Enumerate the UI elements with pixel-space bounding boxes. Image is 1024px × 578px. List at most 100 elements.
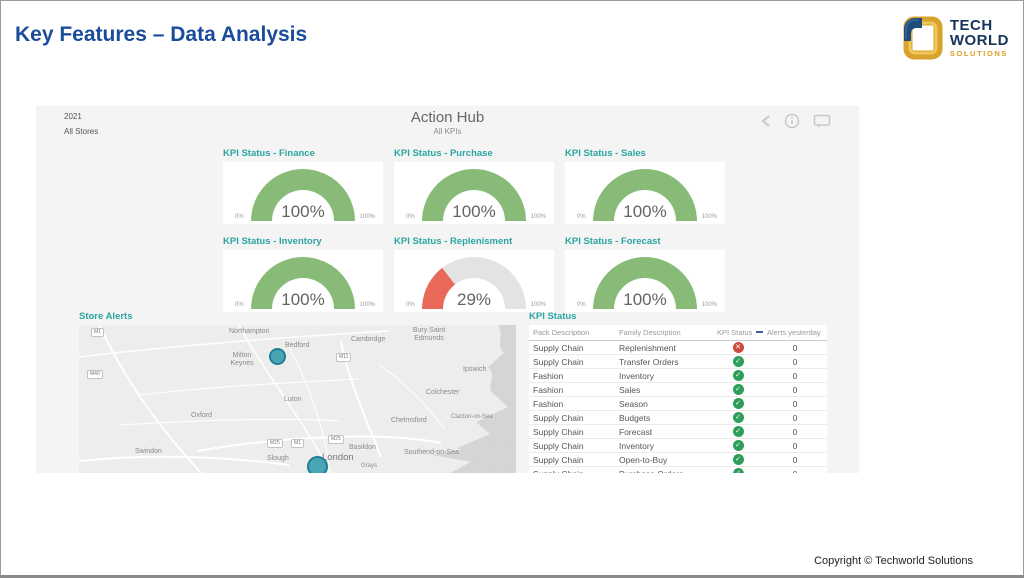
gauge-min-label: 0% — [406, 214, 415, 220]
gauge-value: 100% — [623, 290, 667, 309]
pack-cell: Fashion — [533, 384, 564, 395]
gauge-card-purchase[interactable]: KPI Status - Purchase 100% 0% 100% — [394, 148, 554, 224]
map-city-label: Basildon — [349, 444, 376, 451]
pack-cell: Supply Chain — [533, 342, 584, 353]
column-header-status-label: KPI Status — [717, 328, 753, 337]
gauge-min-label: 0% — [235, 302, 244, 308]
gauge-grid: KPI Status - Finance 100% 0% 100% KPI St… — [223, 148, 725, 312]
family-cell: Purchase Orders — [615, 469, 713, 474]
family-cell: Season — [619, 398, 648, 409]
column-header-pack[interactable]: Pack Description — [533, 328, 590, 337]
gauge-card-sales[interactable]: KPI Status - Sales 100% 0% 100% — [565, 148, 725, 224]
gauge-min-label: 0% — [577, 214, 586, 220]
year-filter[interactable]: 2021 — [64, 112, 82, 121]
gauge-title: KPI Status - Sales — [565, 148, 646, 159]
map-city-label: Luton — [284, 396, 302, 403]
family-cell: Forecast — [619, 426, 653, 437]
alerts-cell: 0 — [792, 440, 798, 451]
gauge-arc — [593, 257, 697, 309]
sort-indicator — [756, 331, 763, 333]
table-row[interactable]: Supply Chain Inventory 0 — [529, 439, 827, 453]
map-city-label: Slough — [267, 455, 289, 462]
pack-cell: Supply Chain — [533, 426, 584, 437]
table-row[interactable]: Supply Chain Forecast 0 — [529, 425, 827, 439]
road-shield: M40 — [87, 370, 103, 379]
map-city-label: Oxford — [191, 412, 213, 419]
gauge-min-label: 0% — [235, 214, 244, 220]
alerts-cell: 0 — [792, 384, 798, 395]
alerts-cell: 0 — [792, 370, 798, 381]
alerts-cell: 0 — [792, 454, 798, 465]
back-chevron-icon[interactable] — [761, 114, 771, 128]
status-fail-icon — [732, 342, 744, 353]
comment-icon[interactable] — [813, 114, 831, 129]
logo-text-world: WORLD — [949, 32, 1009, 50]
dashboard-title: Action Hub — [410, 109, 485, 126]
pack-cell: Supply Chain — [533, 412, 584, 423]
road-shield: M25 — [328, 435, 344, 444]
store-alert-marker-bedford[interactable] — [269, 348, 286, 365]
status-pass-icon — [732, 370, 744, 381]
store-alert-marker-london[interactable] — [307, 456, 328, 473]
gauge-arc — [422, 257, 526, 309]
map-city-label: Cambridge — [351, 336, 386, 343]
alerts-cell: 0 — [763, 469, 827, 474]
table-row[interactable]: Supply Chain Transfer Orders 0 — [529, 355, 827, 369]
gauge-arc — [251, 169, 355, 221]
table-row[interactable]: Supply Chain Open-to-Buy 0 — [529, 453, 827, 467]
map-city-label: Ipswich — [463, 366, 487, 373]
store-alerts-map[interactable]: Northampton Cambridge Bury Saint Edmunds… — [79, 325, 516, 473]
table-row[interactable]: Fashion Season 0 — [529, 397, 827, 411]
gauge-min-label: 0% — [406, 302, 415, 308]
gauge-value: 100% — [623, 202, 667, 221]
gauge-card-replenishment[interactable]: KPI Status - Replenisment 29% 0% 100% — [394, 236, 554, 312]
gauge-card-finance[interactable]: KPI Status - Finance 100% 0% 100% — [223, 148, 383, 224]
gauge-card-inventory[interactable]: KPI Status - Inventory 100% 0% 100% — [223, 236, 383, 312]
family-cell: Inventory — [619, 440, 654, 451]
techworld-logo: TECH WORLD SOLUTIONS — [898, 15, 1009, 61]
road-shield: M1 — [291, 439, 304, 448]
gauge-max-label: 100% — [530, 214, 546, 220]
column-header-family[interactable]: Family Description — [619, 328, 681, 337]
map-city-label: Milton Keynes — [230, 352, 254, 367]
map-city-label: Colchester — [426, 389, 460, 396]
map-city-label: Bury Saint Edmunds — [412, 327, 446, 342]
gauge-value: 29% — [456, 290, 492, 309]
family-cell: Inventory — [619, 370, 654, 381]
map-city-label: Chelmsford — [391, 417, 427, 424]
table-row[interactable]: Fashion Inventory 0 — [529, 369, 827, 383]
dashboard-subtitle: All KPIs — [433, 127, 462, 136]
gauge-card-forecast[interactable]: KPI Status - Forecast 100% 0% 100% — [565, 236, 725, 312]
gauge-value: 100% — [281, 202, 325, 221]
alerts-cell: 0 — [792, 342, 798, 353]
pack-cell: Fashion — [533, 370, 564, 381]
map-background — [79, 325, 516, 473]
gauge-title: KPI Status - Forecast — [565, 236, 661, 247]
map-city-label: Southend-on-Sea — [404, 449, 459, 456]
column-header-alerts[interactable]: Alerts yesterday — [767, 328, 821, 337]
table-row[interactable]: Supply Chain Budgets 0 — [529, 411, 827, 425]
status-pass-icon — [732, 454, 744, 465]
info-icon[interactable] — [784, 113, 800, 129]
table-row[interactable]: Supply Chain Replenishment 0 — [529, 341, 827, 355]
kpi-status-table: Pack Description Family Description KPI … — [529, 325, 827, 473]
kpi-status-title: KPI Status — [529, 311, 577, 322]
pack-cell: Supply Chain — [533, 440, 584, 451]
alerts-cell: 0 — [792, 356, 798, 367]
gauge-title: KPI Status - Purchase — [394, 148, 493, 159]
gauge-value: 100% — [452, 202, 496, 221]
gauge-title: KPI Status - Replenisment — [394, 236, 513, 247]
gauge-min-label: 0% — [577, 302, 586, 308]
status-pass-icon — [732, 468, 744, 473]
alerts-cell: 0 — [792, 412, 798, 423]
status-pass-icon — [732, 356, 744, 367]
logo-text-tech: TECH — [949, 17, 993, 35]
column-header-status[interactable]: KPI Status — [713, 328, 763, 337]
gauge-max-label: 100% — [359, 302, 375, 308]
status-pass-icon — [732, 426, 744, 437]
action-hub-dashboard: 2021 All Stores Action Hub All KPIs KPI … — [36, 106, 859, 473]
store-filter[interactable]: All Stores — [64, 127, 99, 136]
family-cell: Replenishment — [619, 342, 676, 353]
table-row[interactable]: Supply Chain Purchase Orders 0 — [529, 467, 827, 473]
table-row[interactable]: Fashion Sales 0 — [529, 383, 827, 397]
